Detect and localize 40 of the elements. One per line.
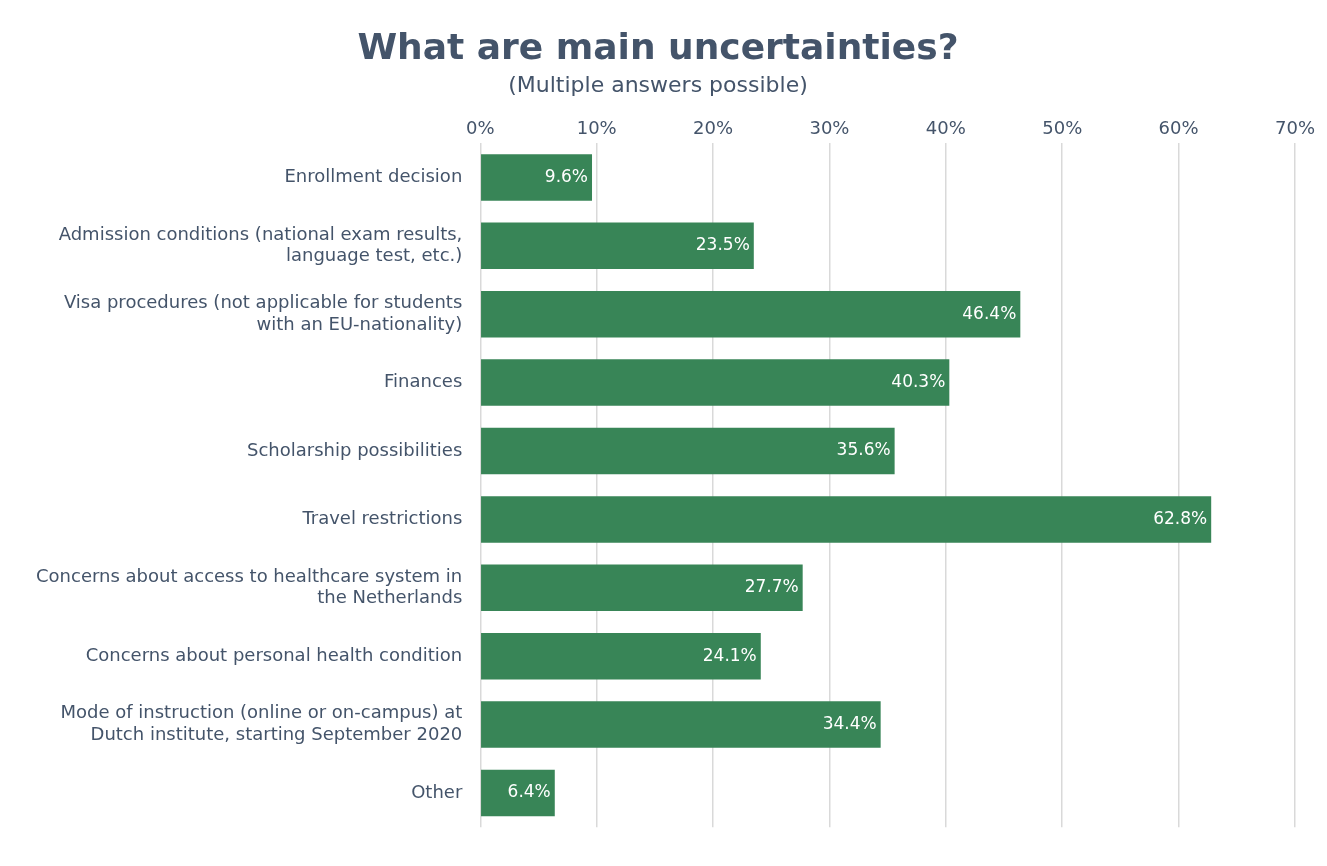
data-label: 9.6% bbox=[544, 165, 589, 186]
y-tick-label: Travel restrictions bbox=[301, 507, 463, 529]
y-tick-label: Enrollment decision bbox=[284, 165, 463, 187]
y-tick-label: Other bbox=[411, 780, 463, 802]
bar bbox=[481, 564, 803, 612]
x-tick-label: 10% bbox=[576, 117, 617, 139]
chart-subtitle: (Multiple answers possible) bbox=[508, 72, 808, 98]
y-tick-label: Mode of instruction (online or on-campus) at Dutch institute, starting September 2020 bbox=[60, 701, 463, 745]
x-tick-label: 40% bbox=[925, 117, 966, 139]
chart-title: What are main uncertainties? bbox=[357, 25, 959, 67]
x-tick-label: 30% bbox=[809, 117, 850, 139]
y-tick-label: Scholarship possibilities bbox=[247, 438, 463, 460]
x-tick-label: 70% bbox=[1274, 117, 1315, 139]
y-tick-label: Concerns about personal health condition bbox=[85, 643, 463, 665]
bar bbox=[481, 359, 950, 406]
bar bbox=[481, 632, 761, 680]
data-label: 6.4% bbox=[507, 781, 551, 802]
data-label: 24.1% bbox=[702, 644, 757, 665]
bar bbox=[481, 154, 593, 201]
y-tick-label: Finances bbox=[384, 370, 463, 392]
x-tick-label: 20% bbox=[693, 117, 734, 139]
data-label: 62.8% bbox=[1153, 507, 1208, 528]
data-label: 27.7% bbox=[744, 576, 799, 597]
bar bbox=[481, 769, 555, 817]
bar bbox=[481, 290, 1021, 338]
data-label: 40.3% bbox=[891, 371, 946, 392]
y-tick-label: Visa procedures (not applicable for students with an EU-nationality) bbox=[63, 291, 463, 334]
data-label: 34.4% bbox=[822, 713, 877, 734]
data-label: 46.4% bbox=[962, 302, 1017, 323]
x-tick-label: 50% bbox=[1042, 117, 1083, 139]
data-label: 35.6% bbox=[836, 439, 891, 460]
y-tick-label: Concerns about access to healthcare system in the Netherlands bbox=[35, 564, 463, 608]
x-tick-label: 60% bbox=[1158, 117, 1199, 139]
data-label: 23.5% bbox=[695, 234, 750, 255]
y-tick-label: Admission conditions (national exam results, language test, etc.) bbox=[58, 222, 463, 266]
bar bbox=[481, 222, 754, 270]
bar bbox=[481, 496, 1212, 543]
bar bbox=[481, 427, 895, 475]
x-tick-label: 0% bbox=[466, 117, 495, 139]
bar bbox=[481, 701, 881, 748]
